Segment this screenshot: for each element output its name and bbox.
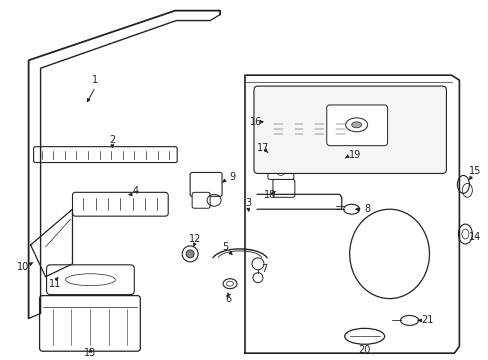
Text: 8: 8	[364, 204, 370, 214]
FancyBboxPatch shape	[311, 118, 328, 138]
Text: 15: 15	[468, 166, 481, 176]
Text: 17: 17	[256, 143, 268, 153]
FancyBboxPatch shape	[34, 147, 177, 163]
Text: 14: 14	[468, 232, 481, 242]
FancyBboxPatch shape	[270, 118, 287, 138]
FancyBboxPatch shape	[324, 154, 344, 171]
FancyBboxPatch shape	[326, 105, 387, 146]
Text: 5: 5	[222, 242, 228, 252]
Text: 19: 19	[348, 150, 360, 159]
Text: 12: 12	[188, 234, 201, 244]
Text: 11: 11	[49, 279, 61, 289]
Text: 6: 6	[224, 293, 231, 303]
FancyBboxPatch shape	[302, 150, 326, 171]
Ellipse shape	[351, 122, 361, 128]
Text: 7: 7	[260, 264, 266, 274]
Text: 1: 1	[92, 75, 98, 85]
FancyBboxPatch shape	[331, 118, 348, 138]
Ellipse shape	[186, 250, 194, 258]
FancyBboxPatch shape	[46, 265, 134, 294]
Text: 4: 4	[132, 186, 138, 196]
FancyBboxPatch shape	[40, 296, 140, 351]
FancyBboxPatch shape	[290, 118, 307, 138]
Text: 3: 3	[244, 198, 250, 208]
Text: 16: 16	[249, 117, 262, 127]
Text: 21: 21	[421, 315, 433, 325]
Text: 13: 13	[84, 348, 96, 358]
Text: 20: 20	[358, 345, 370, 355]
FancyBboxPatch shape	[255, 109, 355, 149]
FancyBboxPatch shape	[192, 192, 210, 208]
FancyBboxPatch shape	[267, 146, 293, 179]
FancyBboxPatch shape	[190, 172, 222, 196]
Text: 9: 9	[228, 172, 235, 183]
FancyBboxPatch shape	[272, 179, 294, 197]
Text: 18: 18	[263, 190, 276, 200]
Text: 2: 2	[109, 135, 115, 145]
FancyBboxPatch shape	[72, 192, 168, 216]
FancyBboxPatch shape	[253, 86, 446, 174]
Text: 10: 10	[17, 262, 29, 272]
